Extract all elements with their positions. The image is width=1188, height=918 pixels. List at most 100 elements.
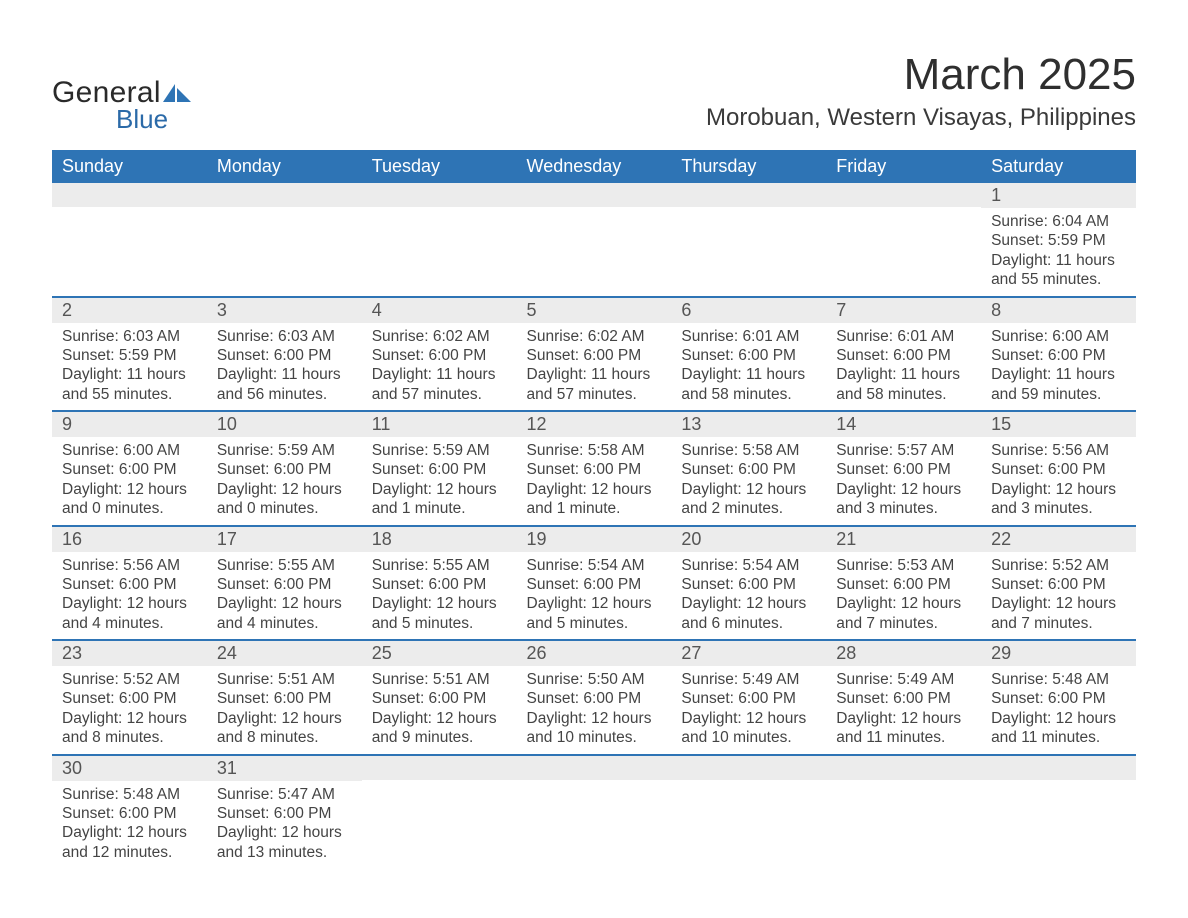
day-number: 28 [826, 641, 981, 666]
day-details: Sunrise: 5:54 AMSunset: 6:00 PMDaylight:… [517, 552, 672, 640]
calendar-day-cell [671, 755, 826, 869]
daylight-text: Daylight: 12 hours and 1 minute. [372, 480, 507, 519]
calendar-table: Sunday Monday Tuesday Wednesday Thursday… [52, 150, 1136, 868]
daylight-text: Daylight: 12 hours and 0 minutes. [217, 480, 352, 519]
calendar-day-cell: 15Sunrise: 5:56 AMSunset: 6:00 PMDayligh… [981, 411, 1136, 526]
day-details [826, 780, 981, 858]
header: General Blue March 2025 Morobuan, Wester… [52, 40, 1136, 142]
day-details [671, 207, 826, 285]
day-number: 15 [981, 412, 1136, 437]
weekday-header: Sunday [52, 150, 207, 183]
sunrise-text: Sunrise: 6:02 AM [372, 327, 507, 346]
daylight-text: Daylight: 11 hours and 58 minutes. [681, 365, 816, 404]
logo: General Blue [52, 76, 191, 135]
sunrise-text: Sunrise: 5:53 AM [836, 556, 971, 575]
sunrise-text: Sunrise: 6:04 AM [991, 212, 1126, 231]
sunset-text: Sunset: 6:00 PM [991, 460, 1126, 479]
sunset-text: Sunset: 6:00 PM [372, 346, 507, 365]
calendar-day-cell [826, 183, 981, 297]
sunset-text: Sunset: 6:00 PM [836, 689, 971, 708]
day-number: 30 [52, 756, 207, 781]
sunset-text: Sunset: 6:00 PM [372, 575, 507, 594]
calendar-day-cell: 24Sunrise: 5:51 AMSunset: 6:00 PMDayligh… [207, 640, 362, 755]
calendar-day-cell: 11Sunrise: 5:59 AMSunset: 6:00 PMDayligh… [362, 411, 517, 526]
day-details: Sunrise: 5:57 AMSunset: 6:00 PMDaylight:… [826, 437, 981, 525]
day-details [207, 207, 362, 285]
day-number: 23 [52, 641, 207, 666]
sunset-text: Sunset: 6:00 PM [62, 689, 197, 708]
sunrise-text: Sunrise: 5:49 AM [681, 670, 816, 689]
day-number: 14 [826, 412, 981, 437]
day-details: Sunrise: 6:02 AMSunset: 6:00 PMDaylight:… [517, 323, 672, 411]
sunset-text: Sunset: 6:00 PM [991, 689, 1126, 708]
daylight-text: Daylight: 12 hours and 0 minutes. [62, 480, 197, 519]
sunset-text: Sunset: 6:00 PM [681, 460, 816, 479]
sunrise-text: Sunrise: 6:00 AM [991, 327, 1126, 346]
day-details: Sunrise: 5:48 AMSunset: 6:00 PMDaylight:… [52, 781, 207, 869]
weekday-header: Thursday [671, 150, 826, 183]
sunset-text: Sunset: 6:00 PM [217, 689, 352, 708]
calendar-day-cell: 6Sunrise: 6:01 AMSunset: 6:00 PMDaylight… [671, 297, 826, 412]
calendar-day-cell: 18Sunrise: 5:55 AMSunset: 6:00 PMDayligh… [362, 526, 517, 641]
day-number: 2 [52, 298, 207, 323]
daylight-text: Daylight: 12 hours and 6 minutes. [681, 594, 816, 633]
calendar-day-cell [517, 183, 672, 297]
day-details: Sunrise: 6:02 AMSunset: 6:00 PMDaylight:… [362, 323, 517, 411]
sunset-text: Sunset: 6:00 PM [62, 804, 197, 823]
calendar-day-cell: 20Sunrise: 5:54 AMSunset: 6:00 PMDayligh… [671, 526, 826, 641]
sunset-text: Sunset: 6:00 PM [217, 804, 352, 823]
daylight-text: Daylight: 12 hours and 5 minutes. [527, 594, 662, 633]
sunset-text: Sunset: 6:00 PM [681, 346, 816, 365]
sunrise-text: Sunrise: 6:03 AM [62, 327, 197, 346]
day-details: Sunrise: 5:49 AMSunset: 6:00 PMDaylight:… [671, 666, 826, 754]
day-details: Sunrise: 5:51 AMSunset: 6:00 PMDaylight:… [362, 666, 517, 754]
sunset-text: Sunset: 6:00 PM [681, 689, 816, 708]
sunset-text: Sunset: 6:00 PM [527, 575, 662, 594]
daylight-text: Daylight: 12 hours and 5 minutes. [372, 594, 507, 633]
daylight-text: Daylight: 11 hours and 55 minutes. [62, 365, 197, 404]
day-details [362, 207, 517, 285]
day-number: 25 [362, 641, 517, 666]
daylight-text: Daylight: 11 hours and 57 minutes. [372, 365, 507, 404]
day-number: 11 [362, 412, 517, 437]
calendar-day-cell: 30Sunrise: 5:48 AMSunset: 6:00 PMDayligh… [52, 755, 207, 869]
weekday-header: Friday [826, 150, 981, 183]
day-number: 5 [517, 298, 672, 323]
calendar-week-row: 16Sunrise: 5:56 AMSunset: 6:00 PMDayligh… [52, 526, 1136, 641]
daylight-text: Daylight: 12 hours and 1 minute. [527, 480, 662, 519]
day-number: 27 [671, 641, 826, 666]
calendar-day-cell: 7Sunrise: 6:01 AMSunset: 6:00 PMDaylight… [826, 297, 981, 412]
calendar-day-cell: 3Sunrise: 6:03 AMSunset: 6:00 PMDaylight… [207, 297, 362, 412]
day-number [826, 756, 981, 780]
title-block: March 2025 Morobuan, Western Visayas, Ph… [706, 40, 1136, 142]
sunrise-text: Sunrise: 6:03 AM [217, 327, 352, 346]
calendar-day-cell: 17Sunrise: 5:55 AMSunset: 6:00 PMDayligh… [207, 526, 362, 641]
day-number: 6 [671, 298, 826, 323]
calendar-day-cell [981, 755, 1136, 869]
sunset-text: Sunset: 6:00 PM [681, 575, 816, 594]
day-details: Sunrise: 5:55 AMSunset: 6:00 PMDaylight:… [362, 552, 517, 640]
calendar-day-cell: 14Sunrise: 5:57 AMSunset: 6:00 PMDayligh… [826, 411, 981, 526]
sunset-text: Sunset: 6:00 PM [62, 460, 197, 479]
day-details: Sunrise: 6:03 AMSunset: 5:59 PMDaylight:… [52, 323, 207, 411]
weekday-header-row: Sunday Monday Tuesday Wednesday Thursday… [52, 150, 1136, 183]
calendar-day-cell: 19Sunrise: 5:54 AMSunset: 6:00 PMDayligh… [517, 526, 672, 641]
daylight-text: Daylight: 12 hours and 3 minutes. [836, 480, 971, 519]
day-details [517, 207, 672, 285]
day-number: 10 [207, 412, 362, 437]
sunset-text: Sunset: 6:00 PM [836, 346, 971, 365]
day-details [981, 780, 1136, 858]
day-number [362, 183, 517, 207]
calendar-day-cell: 10Sunrise: 5:59 AMSunset: 6:00 PMDayligh… [207, 411, 362, 526]
sunrise-text: Sunrise: 5:55 AM [217, 556, 352, 575]
sunset-text: Sunset: 6:00 PM [527, 346, 662, 365]
sunset-text: Sunset: 6:00 PM [217, 575, 352, 594]
day-number: 7 [826, 298, 981, 323]
calendar-week-row: 2Sunrise: 6:03 AMSunset: 5:59 PMDaylight… [52, 297, 1136, 412]
calendar-week-row: 9Sunrise: 6:00 AMSunset: 6:00 PMDaylight… [52, 411, 1136, 526]
weekday-header: Saturday [981, 150, 1136, 183]
day-number [362, 756, 517, 780]
daylight-text: Daylight: 12 hours and 13 minutes. [217, 823, 352, 862]
sunrise-text: Sunrise: 5:58 AM [527, 441, 662, 460]
sunrise-text: Sunrise: 5:49 AM [836, 670, 971, 689]
